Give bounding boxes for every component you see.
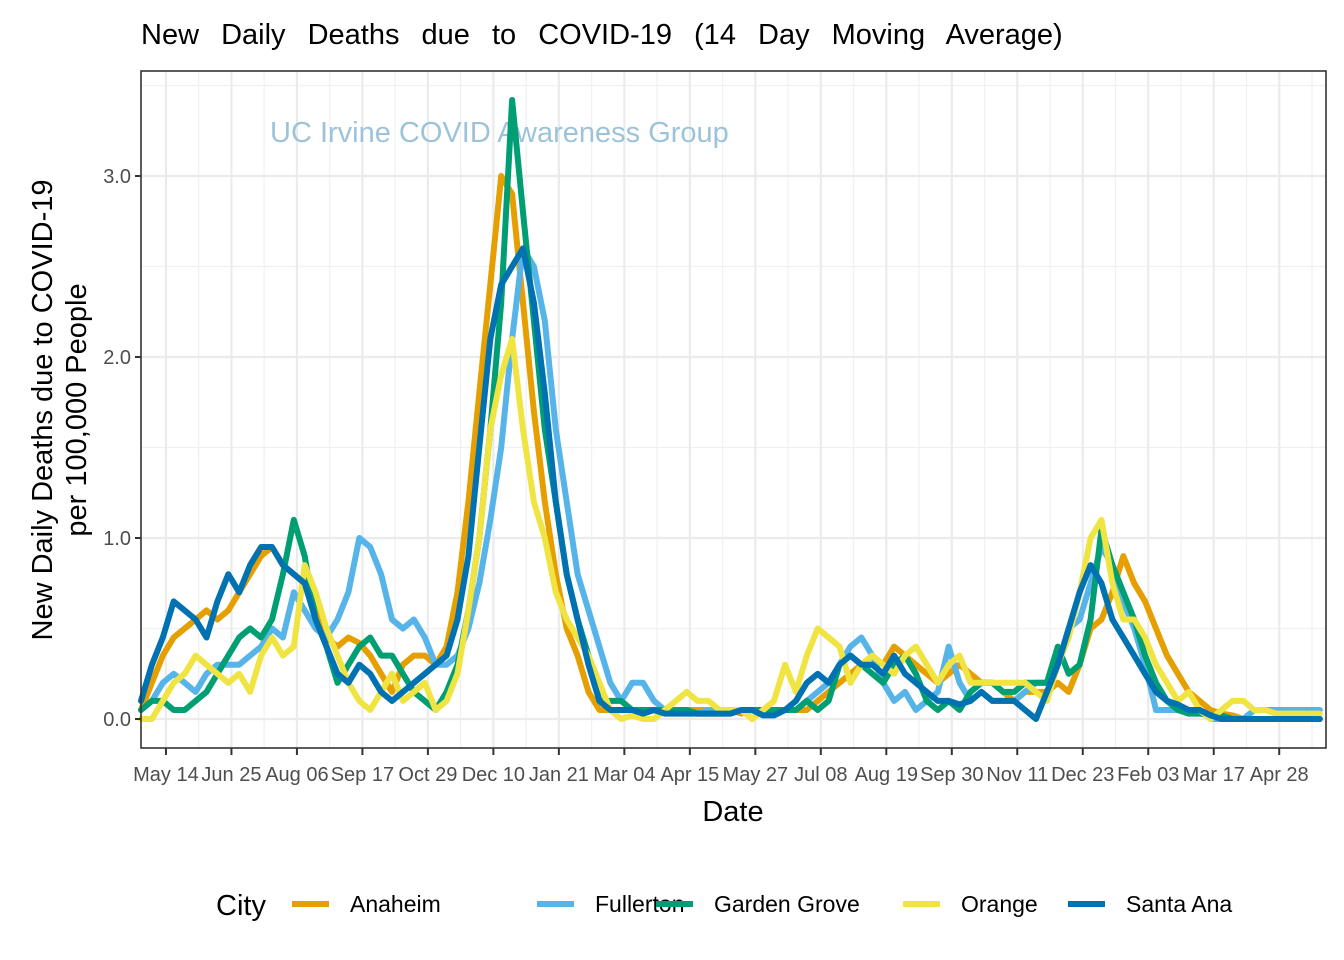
x-tick-label: May 14 [133,764,199,786]
x-tick-label: Jan 21 [529,764,589,786]
x-tick-label: Nov 11 [986,764,1048,786]
legend-label: Anaheim [350,891,441,917]
panel-border [140,70,1327,749]
x-tick-label: Feb 03 [1117,764,1179,786]
x-tick-label: Aug 19 [855,764,918,786]
x-tick-label: Aug 06 [265,764,328,786]
legend-item-santa-ana: Santa Ana [1068,891,1232,917]
x-tick-label: Jul 08 [794,764,847,786]
y-axis: 0.0 1.0 2.0 3.0 [103,166,141,731]
y-tick-label: 1.0 [103,528,131,550]
y-axis-title-line2: per 100,000 People [61,283,93,536]
x-tick-label: Apr 28 [1250,764,1309,786]
y-axis-title-line1: New Daily Deaths due to COVID-19 [27,180,59,641]
legend-label: Garden Grove [714,891,860,917]
y-tick-label: 2.0 [103,347,131,369]
legend-item-garden-grove: Garden Grove [656,891,860,917]
legend-label: Santa Ana [1126,891,1232,917]
x-tick-label: Sep 30 [920,764,983,786]
legend-label: Orange [961,891,1038,917]
x-tick-label: Dec 10 [462,764,525,786]
x-tick-label: May 27 [723,764,789,786]
x-tick-label: Mar 04 [593,764,655,786]
chart-title: New Daily Deaths due to COVID-19 (14 Day… [141,19,1063,51]
x-tick-label: Sep 17 [331,764,394,786]
series-line-santa-ana [138,245,1323,722]
legend-item-anaheim: Anaheim [292,891,441,917]
series-layer [138,97,1323,722]
legend-item-orange: Orange [903,891,1038,917]
x-tick-label: Jun 25 [201,764,261,786]
x-axis-title: Date [702,796,763,828]
x-axis: May 14 Jun 25 Aug 06 Sep 17 Oct 29 Dec 10 Jan … [133,748,1309,786]
y-tick-label: 0.0 [103,709,131,731]
x-tick-label: Oct 29 [398,764,457,786]
legend-title: City [216,890,266,922]
x-tick-label: Dec 23 [1051,764,1114,786]
x-tick-label: Apr 15 [660,764,719,786]
x-tick-label: Mar 17 [1183,764,1245,786]
legend: City Anaheim Fullerton Garden Grove Orange S… [216,890,1232,922]
series-line-orange [138,335,1323,722]
y-tick-label: 3.0 [103,166,131,188]
watermark: UC Irvine COVID Awareness Group [270,117,729,149]
